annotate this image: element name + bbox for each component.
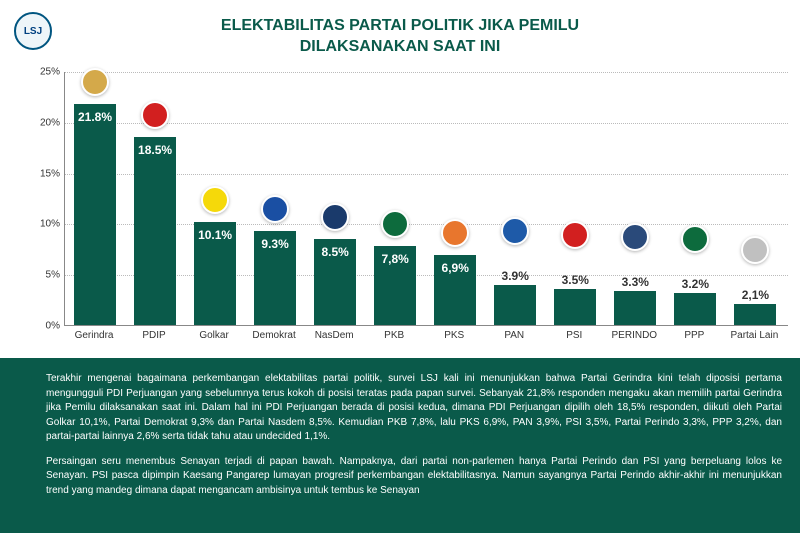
party-logo-icon bbox=[381, 210, 409, 238]
bar-rect: 9.3% bbox=[254, 231, 296, 325]
bar-value-label: 10.1% bbox=[194, 228, 236, 242]
x-axis-label: Demokrat bbox=[244, 330, 304, 341]
x-axis-label: Gerindra bbox=[64, 330, 124, 341]
party-logo-icon bbox=[141, 101, 169, 129]
x-axis-label: PAN bbox=[484, 330, 544, 341]
x-axis-label: PDIP bbox=[124, 330, 184, 341]
description-panel: Terakhir mengenai bagaimana perkembangan… bbox=[0, 358, 800, 533]
grid-line bbox=[65, 123, 788, 124]
x-axis-label: Golkar bbox=[184, 330, 244, 341]
x-axis-label: PPP bbox=[664, 330, 724, 341]
party-logo-icon bbox=[201, 186, 229, 214]
bar-value-label: 3.2% bbox=[674, 277, 716, 291]
bar-rect bbox=[674, 293, 716, 326]
y-axis-tick: 0% bbox=[30, 321, 60, 332]
x-axis-label: NasDem bbox=[304, 330, 364, 341]
y-axis-tick: 15% bbox=[30, 168, 60, 179]
party-logo-icon bbox=[441, 219, 469, 247]
x-axis-label: Partai Lain bbox=[724, 330, 784, 341]
bar-value-label: 18.5% bbox=[134, 143, 176, 157]
description-paragraph-1: Terakhir mengenai bagaimana perkembangan… bbox=[46, 372, 782, 445]
bar-value-label: 6,9% bbox=[434, 261, 476, 275]
party-logo-icon bbox=[501, 217, 529, 245]
x-axis-label: PKS bbox=[424, 330, 484, 341]
bar-value-label: 8.5% bbox=[314, 245, 356, 259]
bar-rect bbox=[494, 285, 536, 325]
bar-rect: 18.5% bbox=[134, 137, 176, 325]
plot-area: 21.8% 18.5% 10.1% 9.3% 8.5% 7,8% 6,9% 3.9% 3.5% 3… bbox=[64, 72, 788, 326]
y-axis-tick: 20% bbox=[30, 117, 60, 128]
bar-value-label: 7,8% bbox=[374, 252, 416, 266]
bar-rect bbox=[614, 291, 656, 325]
bar-rect: 8.5% bbox=[314, 239, 356, 325]
party-logo-icon bbox=[561, 221, 589, 249]
bar-rect bbox=[734, 304, 776, 325]
title-line-1: ELEKTABILITAS PARTAI POLITIK JIKA PEMILU bbox=[0, 16, 800, 37]
chart-title: ELEKTABILITAS PARTAI POLITIK JIKA PEMILU… bbox=[0, 0, 800, 58]
bar-value-label: 9.3% bbox=[254, 237, 296, 251]
bar-rect: 21.8% bbox=[74, 104, 116, 325]
x-axis-label: PERINDO bbox=[604, 330, 664, 341]
bar-value-label: 3.5% bbox=[554, 273, 596, 287]
description-paragraph-2: Persaingan seru menembus Senayan terjadi… bbox=[46, 455, 782, 499]
x-axis-label: PKB bbox=[364, 330, 424, 341]
party-logo-icon bbox=[621, 223, 649, 251]
title-line-2: DILAKSANAKAN SAAT INI bbox=[0, 37, 800, 58]
party-logo-icon bbox=[741, 236, 769, 264]
bar-rect: 7,8% bbox=[374, 246, 416, 325]
bar-rect: 6,9% bbox=[434, 255, 476, 325]
bar-value-label: 2,1% bbox=[734, 288, 776, 302]
x-axis-label: PSI bbox=[544, 330, 604, 341]
y-axis-tick: 25% bbox=[30, 67, 60, 78]
bar-rect: 10.1% bbox=[194, 222, 236, 325]
party-logo-icon bbox=[321, 203, 349, 231]
bar-chart: 21.8% 18.5% 10.1% 9.3% 8.5% 7,8% 6,9% 3.9% 3.5% 3… bbox=[30, 72, 788, 348]
party-logo-icon bbox=[261, 195, 289, 223]
bar-value-label: 21.8% bbox=[74, 110, 116, 124]
y-axis-tick: 10% bbox=[30, 219, 60, 230]
party-logo-icon bbox=[681, 225, 709, 253]
party-logo-icon bbox=[81, 68, 109, 96]
bar-value-label: 3.9% bbox=[494, 269, 536, 283]
lsj-logo: LSJ bbox=[14, 12, 52, 50]
bar-value-label: 3.3% bbox=[614, 275, 656, 289]
grid-line bbox=[65, 72, 788, 73]
y-axis-tick: 5% bbox=[30, 270, 60, 281]
bar-rect bbox=[554, 289, 596, 325]
